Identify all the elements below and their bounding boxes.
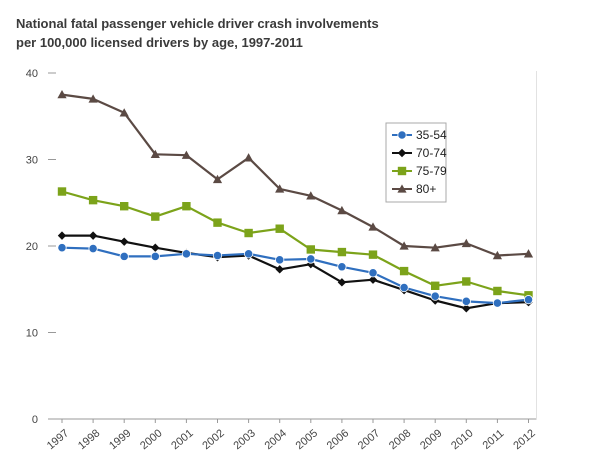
legend-swatch-marker xyxy=(397,130,407,140)
data-point-35-54 xyxy=(275,255,285,265)
data-point-70-74 xyxy=(120,237,129,246)
x-tick-label: 1998 xyxy=(76,427,102,452)
data-point-70-74 xyxy=(88,231,98,240)
data-point-75-79 xyxy=(213,218,222,227)
chart-title-line-2: per 100,000 licensed drivers by age, 199… xyxy=(16,35,303,50)
x-tick-label: 2007 xyxy=(356,427,382,452)
data-point-70-74 xyxy=(151,243,160,252)
chart-title-line-1: National fatal passenger vehicle driver … xyxy=(16,16,379,31)
y-tick-label: 20 xyxy=(26,241,38,253)
data-point-80+ xyxy=(492,250,502,260)
data-point-80+ xyxy=(306,191,316,200)
data-point-75-79 xyxy=(120,202,129,211)
series-line-75-79 xyxy=(61,190,529,297)
data-point-75-79 xyxy=(182,202,191,211)
x-tick-label: 2004 xyxy=(263,427,289,452)
data-point-35-54 xyxy=(119,251,129,261)
data-point-70-74 xyxy=(368,275,378,284)
data-point-80+ xyxy=(150,149,160,158)
series-line-70-74 xyxy=(62,234,529,310)
data-point-75-79 xyxy=(275,224,284,233)
x-tick-label: 2002 xyxy=(200,427,226,452)
legend-label: 80+ xyxy=(416,182,436,196)
data-point-70-74 xyxy=(462,304,471,313)
data-point-35-54 xyxy=(337,262,347,272)
data-point-35-54 xyxy=(461,296,471,306)
data-point-75-79 xyxy=(337,247,347,257)
data-point-80+ xyxy=(430,243,440,252)
legend-label: 35-54 xyxy=(416,128,447,142)
data-point-35-54 xyxy=(399,282,409,293)
x-tick-label: 1997 xyxy=(45,427,71,452)
data-point-80+ xyxy=(181,150,191,159)
data-point-35-54 xyxy=(57,243,67,253)
data-point-35-54 xyxy=(88,243,98,254)
data-point-75-79 xyxy=(88,195,98,205)
y-tick-label: 0 xyxy=(32,414,38,426)
data-point-80+ xyxy=(368,222,378,231)
data-point-35-54 xyxy=(181,249,191,259)
data-point-80+ xyxy=(275,184,285,193)
x-tick-label: 2000 xyxy=(138,427,164,452)
data-point-75-79 xyxy=(57,187,67,196)
series-line-80+ xyxy=(61,93,529,257)
y-tick-label: 40 xyxy=(26,68,38,80)
data-point-70-74 xyxy=(275,265,284,274)
series-line-35-54 xyxy=(61,246,529,305)
data-point-80+ xyxy=(212,174,223,184)
data-point-35-54 xyxy=(244,249,254,259)
data-point-35-54 xyxy=(368,268,378,278)
data-point-75-79 xyxy=(151,212,160,221)
y-tick-label: 10 xyxy=(26,328,38,340)
x-tick-label: 2011 xyxy=(481,428,507,452)
data-point-35-54 xyxy=(150,251,160,261)
data-point-35-54 xyxy=(492,298,502,308)
x-tick-label: 1999 xyxy=(107,427,133,452)
x-tick-label: 2001 xyxy=(169,427,195,452)
legend-label: 75-79 xyxy=(416,164,447,178)
data-point-70-74 xyxy=(57,231,67,240)
y-tick-label: 30 xyxy=(26,155,38,167)
x-tick-label: 2008 xyxy=(387,427,413,452)
x-tick-label: 2006 xyxy=(325,427,351,452)
data-point-35-54 xyxy=(523,295,534,305)
data-point-75-79 xyxy=(462,277,471,286)
data-point-35-54 xyxy=(306,254,316,264)
data-point-80+ xyxy=(399,241,409,250)
x-tick-label: 2010 xyxy=(449,427,475,452)
data-point-80+ xyxy=(88,94,98,103)
legend-swatch-marker xyxy=(397,166,407,176)
data-point-80+ xyxy=(461,238,471,248)
data-point-75-79 xyxy=(368,250,378,259)
x-tick-label: 2009 xyxy=(418,427,444,452)
data-point-35-54 xyxy=(212,250,223,261)
legend-swatch-marker xyxy=(397,148,407,158)
x-tick-label: 2012 xyxy=(511,427,537,452)
data-point-80+ xyxy=(523,249,534,258)
data-point-70-74 xyxy=(337,278,347,287)
data-point-80+ xyxy=(119,108,129,117)
data-point-75-79 xyxy=(399,266,409,276)
legend-label: 70-74 xyxy=(416,146,447,160)
data-point-80+ xyxy=(57,90,67,99)
legend-swatch-marker xyxy=(397,184,407,193)
data-point-75-79 xyxy=(493,286,502,296)
data-point-75-79 xyxy=(244,228,253,238)
data-point-35-54 xyxy=(430,291,440,301)
x-tick-label: 2005 xyxy=(294,427,320,452)
x-tick-label: 2003 xyxy=(231,427,257,452)
data-point-75-79 xyxy=(431,281,440,290)
data-point-80+ xyxy=(244,153,254,162)
data-point-75-79 xyxy=(306,245,315,254)
chart-title: National fatal passenger vehicle driver … xyxy=(16,14,379,52)
data-point-80+ xyxy=(337,205,347,215)
